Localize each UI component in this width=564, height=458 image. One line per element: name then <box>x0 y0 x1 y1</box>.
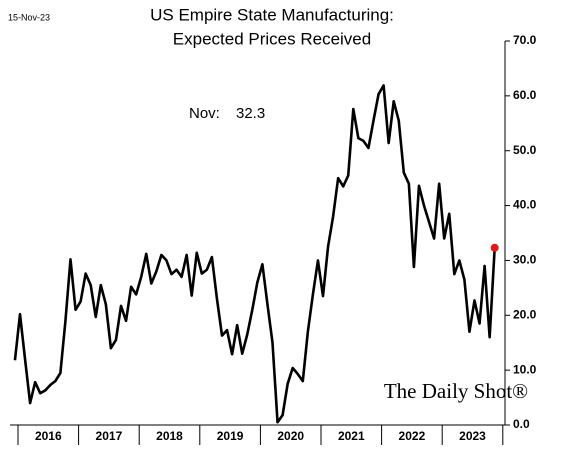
x-tick-label: 2017 <box>96 429 123 443</box>
annotation-value: 32.3 <box>236 105 265 122</box>
watermark: The Daily Shot® <box>384 379 528 403</box>
y-tick-label: 70.0 <box>513 33 537 47</box>
x-tick-label: 2020 <box>277 429 304 443</box>
y-tick-label: 50.0 <box>513 143 537 157</box>
x-tick-label: 2019 <box>217 429 244 443</box>
x-tick-label: 2021 <box>338 429 365 443</box>
annotation-text: Nov: <box>189 105 220 122</box>
y-tick-label: 10.0 <box>513 362 537 376</box>
y-tick-label: 40.0 <box>513 198 537 212</box>
chart-title: US Empire State Manufacturing: <box>150 5 394 24</box>
x-tick-label: 2023 <box>459 429 486 443</box>
x-tick-label: 2022 <box>399 429 426 443</box>
x-tick-label: 2016 <box>35 429 62 443</box>
series-line <box>13 84 496 424</box>
date-label: 15-Nov-23 <box>8 12 50 22</box>
x-tick-label: 2018 <box>156 429 183 443</box>
y-tick-label: 30.0 <box>513 253 537 267</box>
last-point <box>490 243 499 252</box>
chart-subtitle: Expected Prices Received <box>173 29 371 48</box>
y-tick-label: 20.0 <box>513 307 537 321</box>
y-tick-label: 0.0 <box>513 417 530 431</box>
y-tick-label: 60.0 <box>513 88 537 102</box>
